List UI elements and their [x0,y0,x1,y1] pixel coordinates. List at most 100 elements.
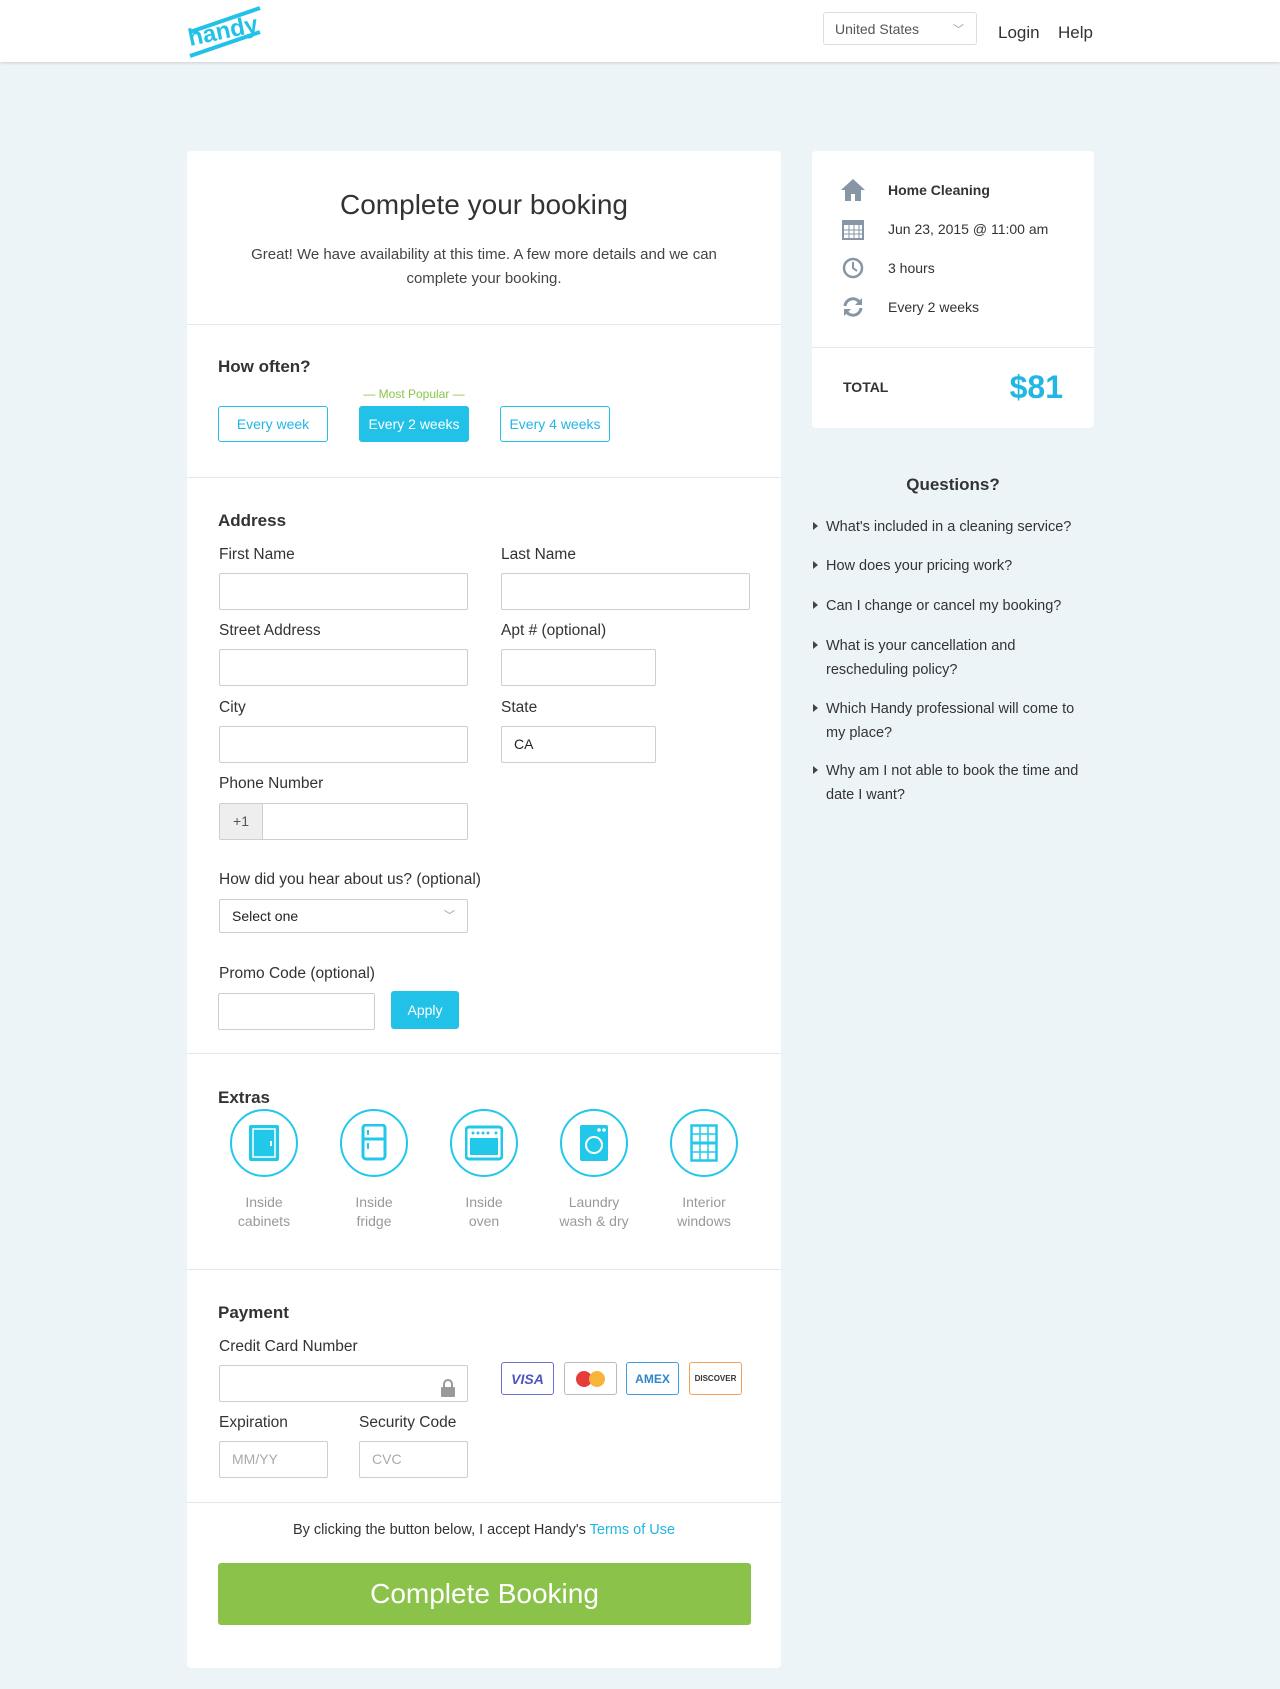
street-address-input[interactable] [219,649,468,686]
extra-inside-cabinets[interactable]: Inside cabinets [209,1109,319,1231]
faq-link[interactable]: How does your pricing work? [812,554,1094,578]
amex-icon: AMEX [626,1362,679,1395]
frequency-every-week[interactable]: Every week [218,406,328,442]
extra-label: Inside [355,1194,393,1210]
credit-card-input[interactable] [219,1365,468,1402]
expiration-label: Expiration [219,1414,288,1431]
extra-laundry[interactable]: Laundry wash & dry [539,1109,649,1231]
extra-label: windows [677,1213,731,1229]
top-nav: handy United States ﹀ Login Help [0,0,1280,62]
frequency: Every 2 weeks [888,299,980,315]
divider [812,347,1094,348]
booking-date: Jun 23, 2015 @ 11:00 am [888,221,1049,237]
extra-label: Interior [682,1194,726,1210]
extras-heading: Extras [218,1088,270,1107]
lock-icon [441,1375,455,1410]
apply-button[interactable]: Apply [391,991,459,1029]
oven-icon [465,1125,503,1161]
extra-label: oven [468,1213,500,1229]
extra-inside-fridge[interactable]: Inside fridge [319,1109,429,1231]
extra-inside-oven[interactable]: Inside oven [429,1109,539,1231]
how-often-heading: How often? [218,357,311,376]
cc-label: Credit Card Number [219,1338,358,1355]
clock-icon [840,255,866,281]
terms-prefix: By clicking the button below, I accept H… [292,1522,590,1538]
city-input[interactable] [219,726,468,763]
phone-label: Phone Number [219,775,324,792]
frequency-every-4-weeks[interactable]: Every 4 weeks [500,406,610,442]
divider [187,1502,781,1503]
extra-interior-windows[interactable]: Interior windows [649,1109,759,1231]
total-price: $81 [1009,369,1063,405]
window-icon [690,1124,718,1162]
promo-input[interactable] [218,993,375,1030]
terms-of-use-link[interactable]: Terms of Use [589,1522,676,1538]
fridge-icon [361,1124,387,1161]
booking-summary-card: Home Cleaning Jun 23, 2015 @ 11:00 am 3 … [812,151,1094,428]
divider [187,1269,781,1270]
phone-input[interactable]: +1 [219,803,468,840]
page-subtitle: Great! We have availability at this time… [251,246,717,287]
apt-label: Apt # (optional) [501,622,607,639]
summary-frequency: Every 2 weeks [840,294,979,320]
promo-label: Promo Code (optional) [219,965,375,982]
visa-icon: VISA [501,1362,554,1395]
faq-link[interactable]: Which Handy professional will come to my… [812,697,1094,745]
summary-date: Jun 23, 2015 @ 11:00 am [840,216,1048,242]
calendar-icon [840,216,866,242]
frequency-every-2-weeks[interactable]: Every 2 weeks [359,406,469,442]
referral-value: Select one [232,908,299,924]
service-name: Home Cleaning [888,182,990,198]
first-name-label: First Name [219,546,295,563]
extra-label: fridge [356,1213,392,1229]
total-label: TOTAL [843,379,889,395]
last-name-label: Last Name [501,546,576,563]
discover-icon: DISCOVER [689,1362,742,1395]
referral-label: How did you hear about us? (optional) [219,871,481,888]
referral-select[interactable]: Select one ﹀ [219,899,468,933]
summary-service: Home Cleaning [840,177,990,203]
state-label: State [501,699,538,716]
street-address-label: Street Address [219,622,321,639]
country-select[interactable]: United States ﹀ [823,12,977,45]
expiration-input[interactable]: MM/YY [219,1441,328,1478]
address-heading: Address [218,511,287,530]
phone-prefix: +1 [220,804,263,839]
apt-input[interactable] [501,649,656,686]
last-name-input[interactable] [501,573,750,610]
faq-link[interactable]: What's included in a cleaning service? [812,515,1094,539]
security-code-input[interactable]: CVC [359,1441,468,1478]
divider [187,477,781,478]
home-icon [840,177,866,203]
faq-link[interactable]: Can I change or cancel my booking? [812,594,1094,618]
divider [187,324,781,325]
summary-duration: 3 hours [840,255,935,281]
questions-heading: Questions? [906,475,1000,494]
refresh-icon [840,294,866,320]
duration: 3 hours [888,260,935,276]
washer-icon [580,1125,608,1161]
help-link[interactable]: Help [1058,23,1093,42]
extra-label: Inside [465,1194,503,1210]
most-popular-label: — Most Popular — [363,387,465,401]
extra-label: cabinets [237,1213,291,1229]
first-name-input[interactable] [219,573,468,610]
terms-text: By clicking the button below, I accept H… [187,1522,781,1538]
login-link[interactable]: Login [998,23,1040,42]
faq-link[interactable]: Why am I not able to book the time and d… [812,759,1094,807]
payment-heading: Payment [218,1303,289,1322]
handy-logo[interactable]: handy [186,6,262,63]
chevron-down-icon: ﹀ [953,24,964,36]
extra-label: wash & dry [559,1213,629,1229]
mastercard-icon [564,1362,617,1395]
state-input[interactable]: CA [501,726,656,763]
city-label: City [219,699,246,716]
booking-form-card: Complete your booking Great! We have ava… [187,151,781,1668]
complete-booking-button[interactable]: Complete Booking [218,1563,751,1625]
cabinet-icon [249,1125,279,1161]
extra-label: Laundry [568,1194,620,1210]
faq-link[interactable]: What is your cancellation and rescheduli… [812,634,1094,682]
security-code-label: Security Code [359,1414,457,1431]
extra-label: Inside [245,1194,283,1210]
chevron-down-icon: ﹀ [444,910,455,922]
